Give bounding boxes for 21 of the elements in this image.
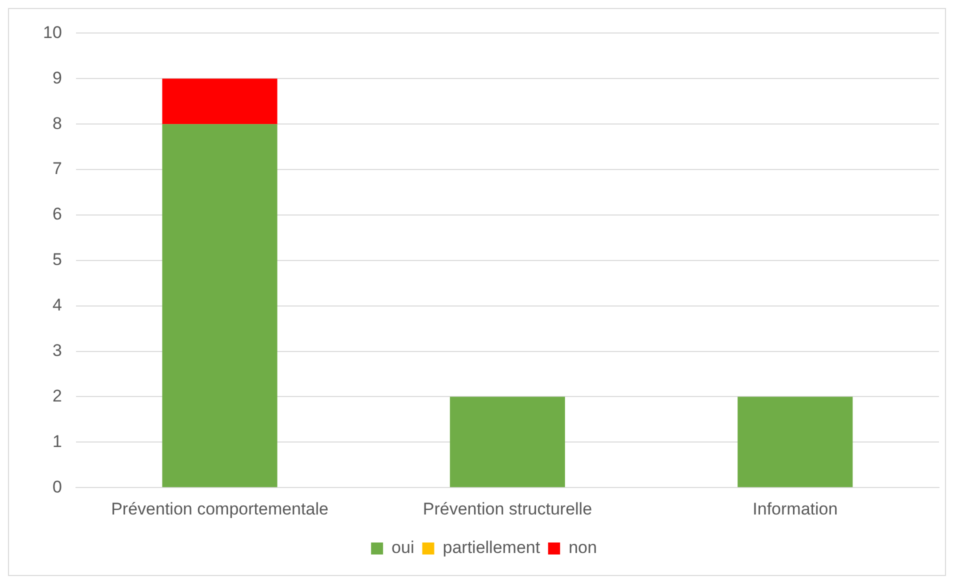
bar	[450, 396, 565, 488]
y-tick-label: 5	[52, 250, 62, 270]
bar	[738, 396, 853, 488]
y-tick-label: 3	[52, 340, 62, 360]
y-tick-label: 4	[52, 296, 62, 315]
x-tick-label: Prévention comportementale	[111, 499, 328, 518]
y-tick-label: 6	[52, 204, 62, 224]
y-tick-label: 8	[52, 114, 62, 133]
y-tick-label: 1	[52, 432, 62, 451]
legend-label: partiellement	[442, 538, 540, 558]
x-tick-label: Information	[752, 499, 838, 518]
y-tick-label: 2	[52, 386, 62, 406]
bar	[162, 78, 278, 124]
x-tick-label: Prévention structurelle	[422, 499, 592, 518]
y-tick-label: 9	[52, 68, 62, 88]
legend-label: oui	[392, 538, 414, 558]
y-tick-label: 7	[52, 159, 62, 178]
y-tick-label: 10	[42, 22, 62, 42]
y-tick-label: 0	[52, 477, 62, 496]
legend-label: non	[568, 538, 597, 558]
bar	[162, 124, 278, 488]
